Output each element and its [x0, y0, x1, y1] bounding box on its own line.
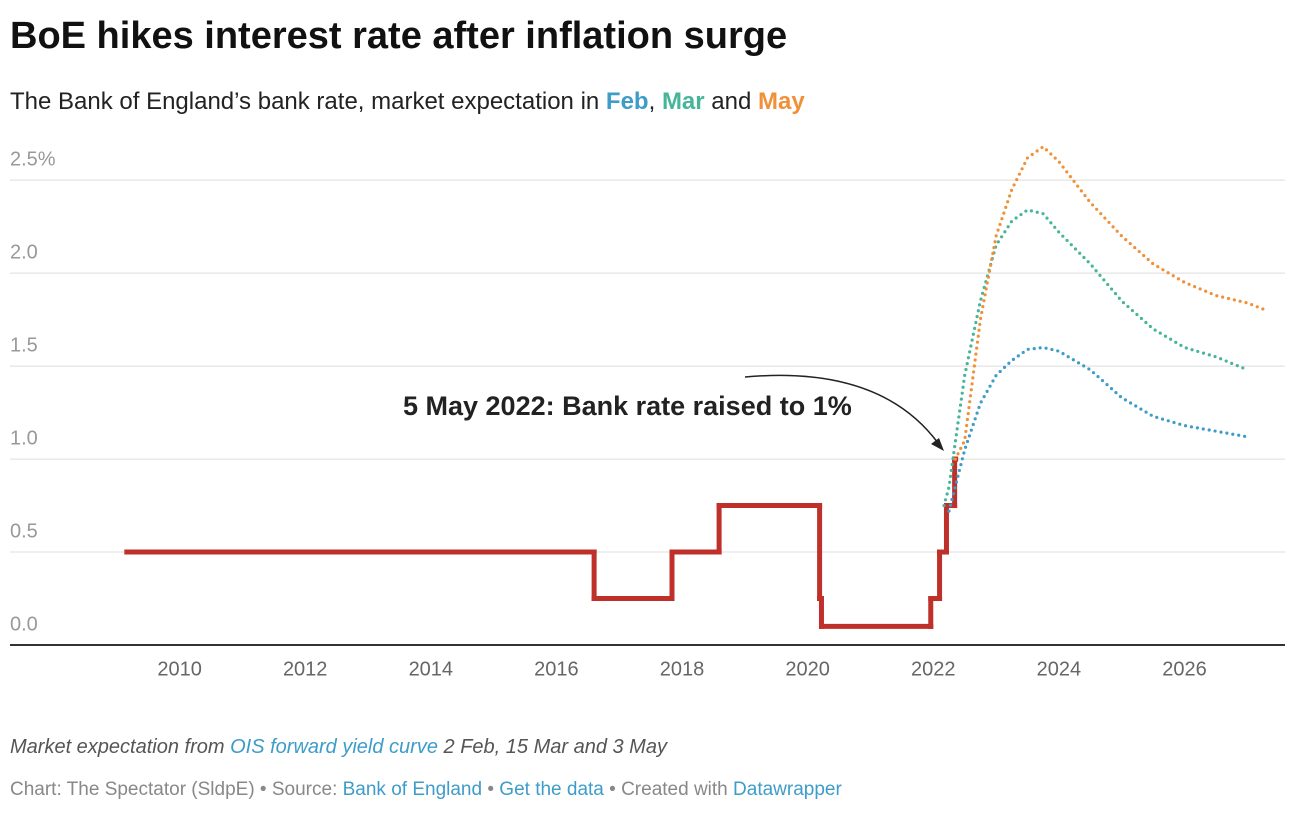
- forecast-line: [953, 144, 1268, 461]
- x-tick-label: 2018: [660, 658, 705, 680]
- link[interactable]: Datawrapper: [733, 779, 842, 800]
- credits: Chart: The Spectator (SldpE) • Source: B…: [10, 779, 842, 800]
- credit-text: Chart: The Spectator (SldpE) • Source:: [10, 779, 343, 800]
- x-tick-label: 2026: [1162, 658, 1207, 680]
- y-tick-label: 1.5: [10, 334, 38, 356]
- subtitle: The Bank of England’s bank rate, market …: [10, 88, 805, 115]
- x-tick-label: 2022: [911, 658, 956, 680]
- y-tick-label: 0.5: [10, 520, 38, 542]
- subtitle-series: May: [758, 88, 805, 115]
- subtitle-series: Feb: [606, 88, 649, 115]
- link[interactable]: OIS forward yield curve: [230, 736, 438, 758]
- forecast-line: [942, 208, 1249, 508]
- y-tick-label: 2.0: [10, 241, 38, 263]
- x-tick-label: 2012: [283, 658, 328, 680]
- x-tick-label: 2014: [409, 658, 454, 680]
- annotation-arrow: [744, 374, 939, 444]
- subtitle-text: ,: [649, 88, 662, 115]
- credit-text: • Created with: [604, 779, 733, 800]
- subtitle-text: The Bank of England’s bank rate, market …: [10, 88, 606, 115]
- x-tick-label: 2020: [785, 658, 830, 680]
- subtitle-series: Mar: [662, 88, 705, 115]
- note: Market expectation from OIS forward yiel…: [10, 736, 668, 758]
- x-tick-label: 2010: [157, 658, 202, 680]
- x-tick-label: 2024: [1037, 658, 1082, 680]
- link[interactable]: Get the data: [499, 779, 604, 800]
- x-tick-label: 2016: [534, 658, 579, 680]
- annotation: 5 May 2022: Bank rate raised to 1%: [403, 391, 852, 421]
- y-tick-label: 0.0: [10, 613, 38, 635]
- note-text: Market expectation from: [10, 736, 230, 758]
- link[interactable]: Bank of England: [343, 779, 482, 800]
- y-tick-label: 2.5%: [10, 148, 56, 170]
- note-text: 2 Feb, 15 Mar and 3 May: [438, 736, 668, 758]
- chart-title: BoE hikes interest rate after inflation …: [10, 15, 787, 57]
- plot: 0.0 0.5 1.0 1.5 2.0 2.5% 2010 2012 2014 2016 2018 2…: [10, 144, 1285, 680]
- forecast-line: [947, 345, 1249, 513]
- credit-text: •: [482, 779, 499, 800]
- subtitle-text: and: [705, 88, 758, 115]
- arrow-head: [931, 438, 944, 451]
- y-tick-label: 1.0: [10, 427, 38, 449]
